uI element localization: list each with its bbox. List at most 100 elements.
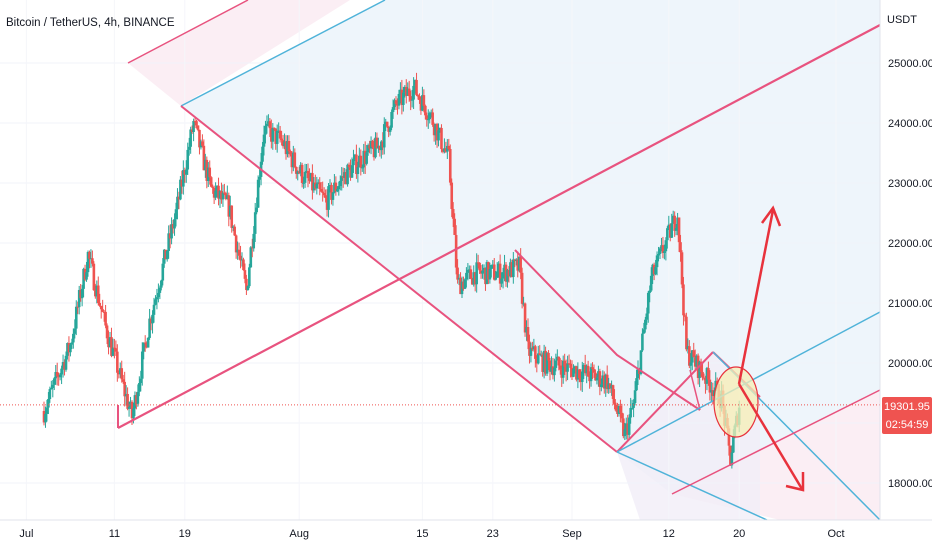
candle-body <box>85 272 88 280</box>
candle-body <box>250 247 254 249</box>
candle-body <box>655 255 659 268</box>
candle-body <box>497 263 500 272</box>
candle-body <box>519 256 522 273</box>
candle-body <box>126 393 129 409</box>
candle-body <box>459 277 462 295</box>
candle-body <box>583 364 587 374</box>
candle-body <box>83 268 87 280</box>
candle-body <box>227 195 231 217</box>
candle-body <box>710 390 713 393</box>
candle-body <box>88 251 91 259</box>
candle-body <box>346 164 349 185</box>
candle-body <box>633 390 637 404</box>
candle-body <box>378 146 382 151</box>
candle-body <box>133 395 137 409</box>
candle-body <box>630 407 634 409</box>
candle-body <box>680 252 684 285</box>
candle-body <box>104 311 107 326</box>
candle-body <box>639 350 643 374</box>
candle-body <box>622 418 625 437</box>
candle-body <box>705 368 709 384</box>
candle-body <box>441 149 445 152</box>
candle-body <box>55 372 59 377</box>
candle-body <box>224 193 228 199</box>
candle-body <box>385 121 389 127</box>
candle-body <box>380 141 383 151</box>
candle-body <box>654 267 657 275</box>
candle-body <box>412 85 415 100</box>
candle-body <box>641 333 644 351</box>
candle-body <box>394 100 398 104</box>
candle-body <box>426 119 430 121</box>
x-tick-label: Oct <box>827 528 844 540</box>
candle-body <box>604 374 608 389</box>
candle-body <box>66 343 69 356</box>
candle-body <box>702 377 706 379</box>
candle-body <box>237 249 241 256</box>
candle-body <box>228 205 232 217</box>
candle-body <box>177 196 181 200</box>
candle-body <box>372 147 376 158</box>
candle-body <box>50 387 53 390</box>
candle-body <box>245 278 248 290</box>
x-tick-label: 19 <box>179 528 191 540</box>
candle-body <box>70 342 74 345</box>
candle-body <box>626 423 630 435</box>
candle-body <box>223 192 226 194</box>
candle-body <box>729 445 732 466</box>
candle-body <box>627 417 631 435</box>
candle-body <box>195 121 198 126</box>
candle-body <box>284 141 288 155</box>
pink-channel-top <box>127 0 249 64</box>
candle-body <box>57 376 60 378</box>
candle-body <box>270 128 273 142</box>
candle-body <box>671 215 675 224</box>
candle-body <box>189 129 192 147</box>
candle-body <box>252 233 256 249</box>
candle-body <box>356 167 360 175</box>
candle-body <box>108 337 112 348</box>
candle-body <box>512 259 515 277</box>
candle-body <box>468 269 471 271</box>
candle-body <box>509 262 512 277</box>
candle-body <box>536 353 540 364</box>
candle-body <box>692 350 696 358</box>
candle-body <box>600 384 603 387</box>
candle-body <box>79 289 82 299</box>
candle-body <box>635 378 638 391</box>
candle-body <box>679 242 682 253</box>
candle-body <box>667 224 671 229</box>
candle-body <box>315 183 319 189</box>
time-axis[interactable]: Jul 11 19 Aug 15 23 Sep 12 20 Oct <box>19 528 844 540</box>
candle-body <box>553 367 556 376</box>
candle-body <box>117 372 121 375</box>
candle-body <box>248 267 251 287</box>
candle-body <box>516 259 520 271</box>
candle-body <box>196 125 200 130</box>
candle-body <box>636 368 640 379</box>
candle-body <box>544 350 547 374</box>
candle-body <box>209 177 213 187</box>
candle-body <box>58 374 62 378</box>
candle-body <box>397 93 401 106</box>
candle-body <box>564 366 568 372</box>
candle-body <box>374 137 377 158</box>
candle-body <box>409 96 412 101</box>
candle-body <box>330 185 333 200</box>
candle-body <box>572 368 575 377</box>
candle-body <box>154 299 157 305</box>
candle-body <box>393 100 396 108</box>
candle-body <box>561 360 565 378</box>
candle-body <box>198 129 201 148</box>
candle-body <box>96 285 100 303</box>
candle-body <box>69 344 72 353</box>
candle-body <box>51 384 55 388</box>
candle-body <box>566 363 569 372</box>
candle-body <box>651 264 654 276</box>
candle-body <box>528 341 531 356</box>
candle-body <box>563 360 566 367</box>
candle-body <box>558 365 562 370</box>
up-arrow-head <box>760 205 782 227</box>
candle-body <box>302 182 305 184</box>
